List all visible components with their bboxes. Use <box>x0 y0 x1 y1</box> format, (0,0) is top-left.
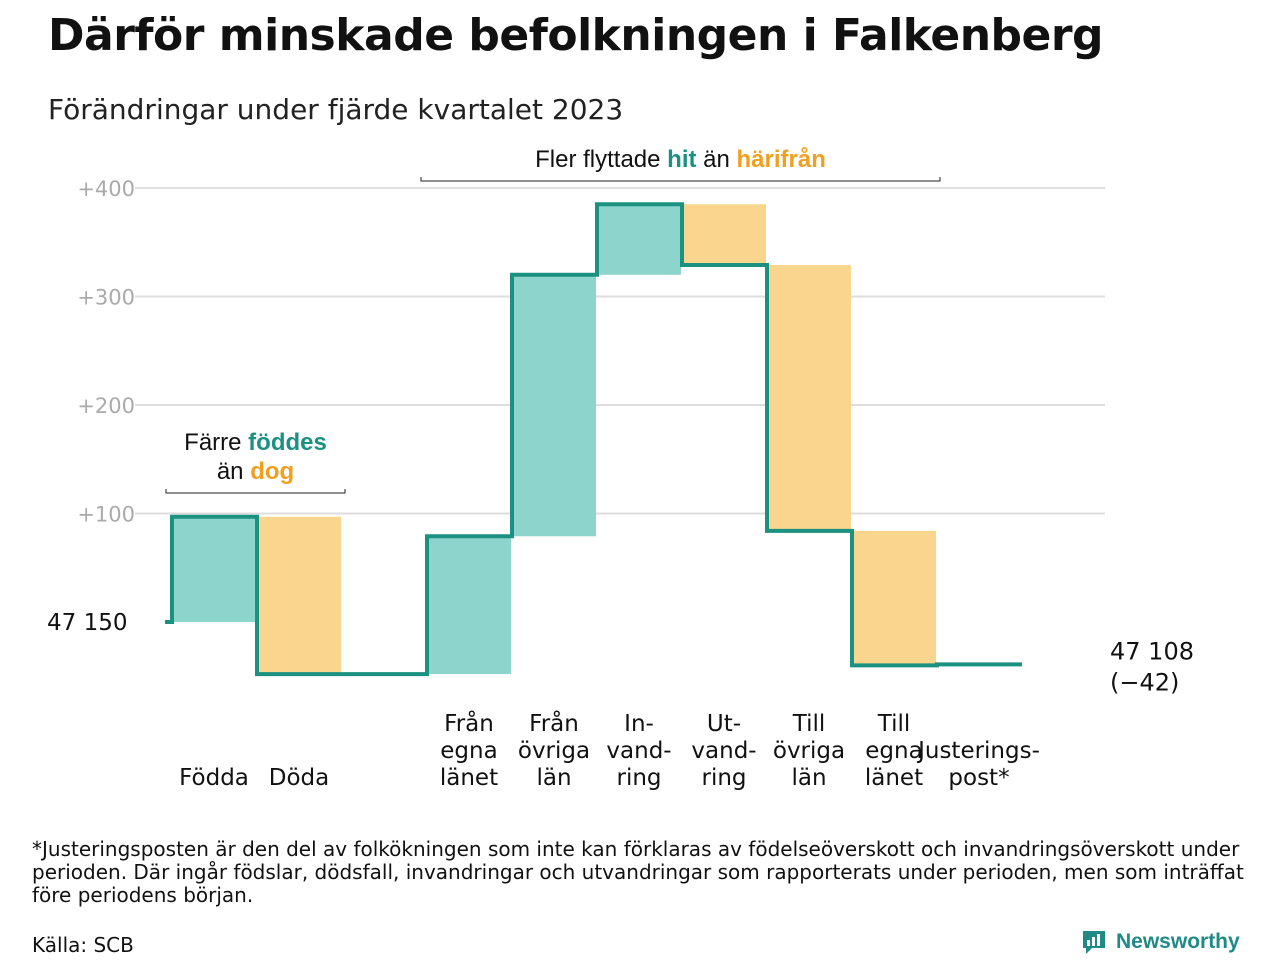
category-label: Till övriga län <box>773 711 845 791</box>
category-label: Döda <box>269 765 329 791</box>
chart-title: Därför minskade befolkningen i Falkenber… <box>48 10 1104 61</box>
y-tick-label: +300 <box>77 286 135 310</box>
annotation-text: Färre föddes <box>184 429 327 456</box>
start-value-label: 47 150 <box>47 610 127 636</box>
annotation-text: än dog <box>217 458 294 485</box>
waterfall-bar <box>257 516 341 675</box>
waterfall-bar <box>512 274 596 537</box>
end-value-label: 47 108 <box>1110 637 1194 665</box>
cumulative-line <box>165 202 1022 677</box>
footnote: *Justeringsposten är den del av folkökni… <box>32 837 1244 907</box>
waterfall-bar <box>427 536 511 675</box>
source-label: Källa: SCB <box>32 933 134 957</box>
waterfall-chart: +100 +200 +300 +400 Födda Döda Från egna länet Fr… <box>47 146 1194 791</box>
category-label: Från egna länet <box>440 709 498 791</box>
newsworthy-logo[interactable]: Newsworthy <box>1080 928 1240 956</box>
category-label: Födda <box>179 765 249 791</box>
annotation-bracket <box>420 177 941 182</box>
category-label: Från övriga län <box>518 709 590 791</box>
y-tick-label: +400 <box>77 177 135 201</box>
logo-text: Newsworthy <box>1116 930 1240 953</box>
end-change-label: (−42) <box>1110 668 1179 696</box>
bars-group <box>172 204 936 675</box>
waterfall-bar <box>172 516 256 622</box>
category-label: Justerings-post* <box>916 738 1040 791</box>
annotation-text: Fler flyttade hit än härifrån <box>535 146 826 173</box>
chart-subtitle: Förändringar under fjärde kvartalet 2023 <box>48 93 624 126</box>
y-tick-label: +100 <box>77 503 135 527</box>
waterfall-bar <box>597 204 681 275</box>
y-tick-label: +200 <box>77 394 135 418</box>
category-label: In-vand-ring <box>606 711 671 791</box>
waterfall-bar <box>767 265 851 531</box>
category-label: Ut-vand-ring <box>691 711 756 791</box>
waterfall-bar <box>682 204 766 266</box>
category-label: Till egna länet <box>865 711 923 791</box>
annotation-bracket <box>165 489 346 494</box>
waterfall-bar <box>852 530 936 666</box>
bar-chart-speech-icon <box>1083 931 1105 954</box>
